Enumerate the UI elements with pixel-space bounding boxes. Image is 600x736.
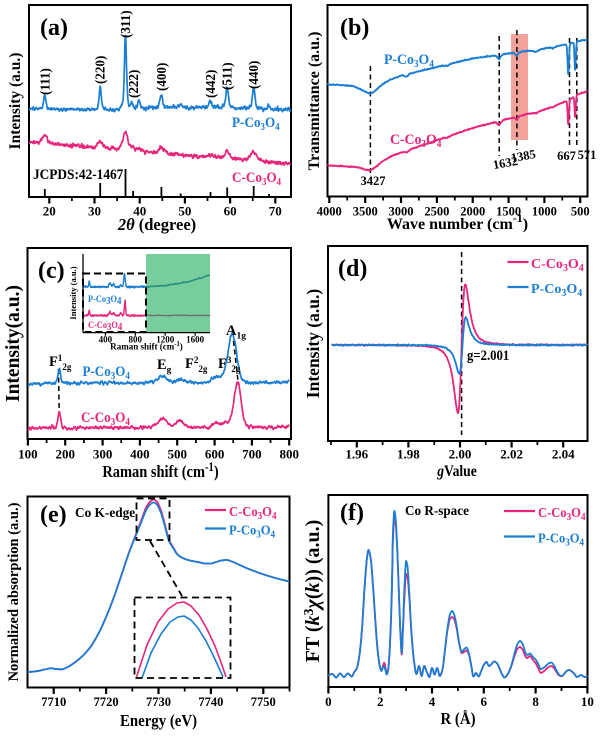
svg-text:7720: 7720	[94, 695, 119, 709]
svg-text:8: 8	[532, 694, 539, 709]
svg-text:R (Å): R (Å)	[440, 709, 475, 728]
svg-text:C-Co3O4: C-Co3O4	[88, 320, 123, 334]
svg-text:571: 571	[578, 148, 597, 162]
svg-text:Raman shift (cm-1): Raman shift (cm-1)	[102, 460, 218, 481]
svg-text:Transmittance (a.u.): Transmittance (a.u.)	[306, 32, 323, 171]
svg-text:(d): (d)	[338, 256, 367, 282]
svg-text:500: 500	[571, 205, 590, 219]
svg-text:Intensity(a.u.): Intensity(a.u.)	[3, 285, 24, 402]
svg-text:1200: 1200	[156, 335, 175, 345]
svg-text:400: 400	[99, 335, 113, 345]
svg-text:2: 2	[377, 694, 384, 709]
svg-text:400: 400	[130, 447, 150, 462]
svg-text:Intensity (a.u.): Intensity (a.u.)	[7, 53, 24, 150]
svg-text:1600: 1600	[186, 335, 205, 345]
svg-text:1000: 1000	[532, 205, 557, 219]
svg-text:JCPDS:42-1467: JCPDS:42-1467	[33, 168, 123, 184]
svg-text:667: 667	[557, 149, 576, 163]
svg-text:P-Co3O4: P-Co3O4	[83, 363, 131, 382]
svg-text:3500: 3500	[353, 205, 378, 219]
svg-text:50: 50	[178, 204, 191, 219]
svg-text:C-Co3O4: C-Co3O4	[81, 409, 130, 428]
svg-text:(511): (511)	[220, 62, 235, 90]
svg-text:g=2.001: g=2.001	[467, 348, 509, 364]
svg-text:20: 20	[43, 204, 56, 219]
svg-text:(e): (e)	[40, 502, 67, 528]
svg-text:800: 800	[129, 335, 143, 345]
svg-text:2.02: 2.02	[500, 447, 523, 462]
svg-text:30: 30	[88, 204, 101, 219]
svg-text:300: 300	[93, 447, 113, 462]
svg-text:1632: 1632	[492, 154, 519, 172]
svg-text:700: 700	[242, 447, 262, 462]
svg-text:1385: 1385	[510, 147, 537, 165]
svg-text:(c): (c)	[38, 258, 65, 284]
svg-text:(222): (222)	[126, 70, 141, 98]
svg-text:600: 600	[205, 447, 225, 462]
svg-text:2000: 2000	[460, 205, 485, 219]
svg-text:C-Co3O4: C-Co3O4	[531, 257, 584, 274]
svg-text:2.04: 2.04	[552, 447, 575, 462]
svg-text:2θ (degree): 2θ (degree)	[117, 215, 196, 234]
svg-text:4: 4	[429, 694, 436, 709]
svg-text:Energy (eV): Energy (eV)	[120, 712, 197, 730]
svg-text:(a): (a)	[40, 15, 68, 41]
svg-text:(311): (311)	[118, 10, 133, 38]
svg-text:100: 100	[18, 447, 38, 462]
svg-text:2500: 2500	[424, 205, 449, 219]
svg-text:3427: 3427	[361, 174, 386, 188]
svg-text:(220): (220)	[93, 56, 108, 84]
svg-text:7730: 7730	[146, 695, 171, 709]
svg-text:3000: 3000	[389, 205, 414, 219]
svg-text:40: 40	[133, 204, 146, 219]
svg-text:(442): (442)	[203, 70, 218, 98]
svg-text:6: 6	[481, 694, 488, 709]
svg-text:P-Co3O4: P-Co3O4	[229, 522, 275, 541]
svg-text:800: 800	[279, 447, 299, 462]
svg-text:7710: 7710	[41, 695, 66, 709]
svg-text:Co K-edge: Co K-edge	[75, 505, 135, 520]
svg-text:60: 60	[224, 204, 237, 219]
svg-text:Intensity (a.u.): Intensity (a.u.)	[68, 266, 78, 319]
svg-text:C-Co3O4: C-Co3O4	[390, 132, 442, 151]
svg-text:Wave number (cm-1): Wave number (cm-1)	[387, 211, 528, 233]
svg-text:gValue: gValue	[436, 463, 477, 480]
svg-text:(b): (b)	[340, 15, 369, 41]
svg-text:2.00: 2.00	[449, 447, 472, 462]
svg-text:P-Co3O4: P-Co3O4	[384, 52, 434, 71]
svg-text:C-Co3O4: C-Co3O4	[232, 169, 281, 188]
svg-text:500: 500	[167, 447, 187, 462]
svg-text:P-Co3O4: P-Co3O4	[88, 294, 122, 308]
svg-text:70: 70	[269, 204, 282, 219]
svg-text:1.98: 1.98	[397, 447, 420, 462]
svg-text:P-Co3O4: P-Co3O4	[232, 114, 280, 133]
svg-text:10: 10	[581, 694, 594, 709]
svg-text:P-Co3O4: P-Co3O4	[531, 282, 582, 299]
svg-text:Raman shift (cm-1): Raman shift (cm-1)	[110, 341, 183, 353]
svg-text:C-Co3O4: C-Co3O4	[538, 504, 586, 523]
svg-text:1500: 1500	[496, 205, 521, 219]
svg-text:P-Co3O4: P-Co3O4	[538, 530, 584, 549]
svg-text:200: 200	[55, 447, 75, 462]
svg-text:Intensity (a.u.): Intensity (a.u.)	[303, 289, 323, 399]
svg-text:(111): (111)	[37, 68, 52, 95]
svg-text:7750: 7750	[251, 695, 276, 709]
svg-text:4000: 4000	[317, 205, 342, 219]
svg-text:FT (k3χ(k)) (a.u.): FT (k3χ(k)) (a.u.)	[302, 520, 324, 663]
svg-text:Normalized absorption (a.u.): Normalized absorption (a.u.)	[6, 502, 22, 681]
svg-text:1.96: 1.96	[345, 447, 368, 462]
svg-text:(400): (400)	[154, 63, 169, 91]
svg-text:(440): (440)	[246, 61, 261, 89]
svg-text:7740: 7740	[198, 695, 223, 709]
svg-text:0: 0	[325, 694, 332, 709]
svg-text:C-Co3O4: C-Co3O4	[229, 503, 277, 522]
svg-text:(f): (f)	[340, 500, 364, 526]
svg-text:Co R-space: Co R-space	[405, 503, 469, 518]
